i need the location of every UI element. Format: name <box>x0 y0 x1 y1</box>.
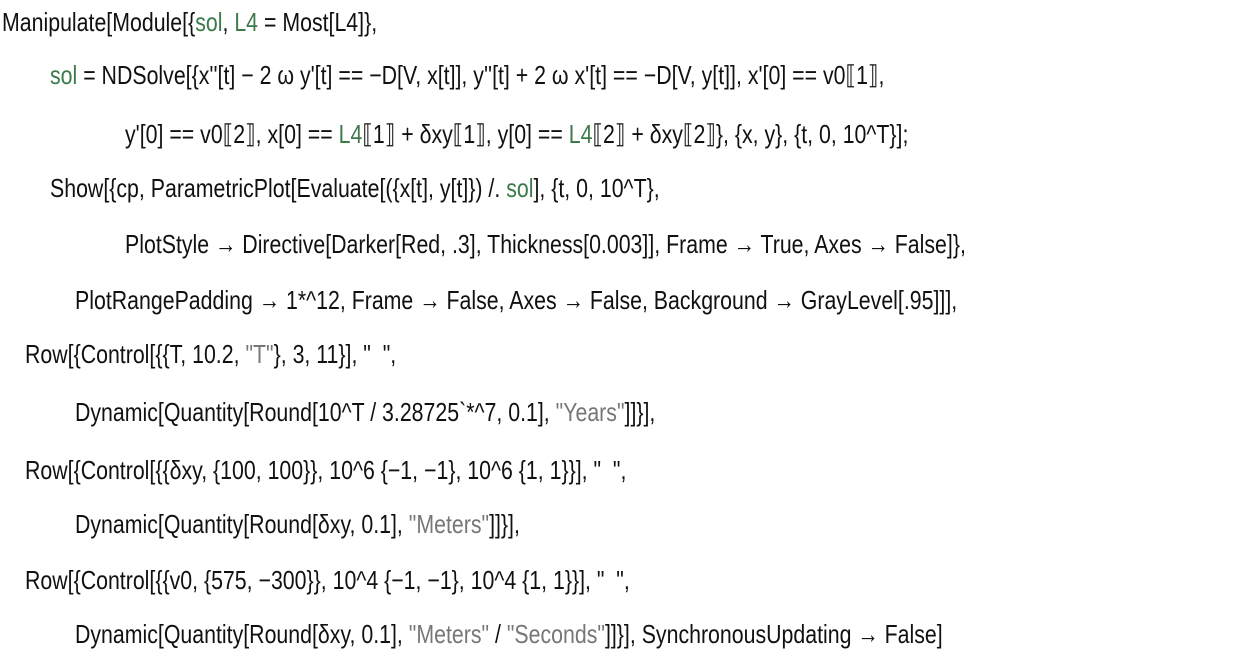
code-line: Dynamic[Quantity[Round[δxy, 0.1], "Meter… <box>75 619 943 649</box>
code-token: "Meters" <box>408 509 490 539</box>
code-line: Manipulate[Module[{sol, L4 = Most[L4]}, <box>2 7 377 37</box>
code-token: PlotStyle → Directive[Darker[Red, .3], T… <box>125 229 966 259</box>
code-token: Dynamic[Quantity[Round[δxy, 0.1], <box>75 509 409 539</box>
code-line: Dynamic[Quantity[Round[δxy, 0.1], "Meter… <box>75 509 520 539</box>
code-token: y'[0] == v0⟦2⟧, x[0] == <box>125 119 339 149</box>
code-token: sol <box>506 173 534 203</box>
code-token: "Seconds" <box>506 619 605 649</box>
code-token: ]]}], <box>489 509 520 539</box>
code-token: = NDSolve[{x''[t] − 2 ω y'[t] == −D[V, x… <box>77 60 885 90</box>
code-token: / <box>489 619 507 649</box>
code-token: ], {t, 0, 10^T}, <box>533 173 660 203</box>
code-token: L4 <box>568 119 593 149</box>
code-line: y'[0] == v0⟦2⟧, x[0] == L4⟦1⟧ + δxy⟦1⟧, … <box>125 119 908 149</box>
code-line: Dynamic[Quantity[Round[10^T / 3.28725`*^… <box>75 397 655 427</box>
code-token: sol <box>195 7 223 37</box>
code-line: PlotStyle → Directive[Darker[Red, .3], T… <box>125 229 966 259</box>
code-token: = Most[L4]}, <box>258 7 378 37</box>
code-token: PlotRangePadding → 1*^12, Frame → False,… <box>75 285 958 315</box>
code-token: Row[{Control[{{v0, {575, −300}}, 10^4 {−… <box>25 565 630 595</box>
code-token: Dynamic[Quantity[Round[10^T / 3.28725`*^… <box>75 397 556 427</box>
code-token: }, 3, 11}], " ", <box>273 339 397 369</box>
code-line: Row[{Control[{{δxy, {100, 100}}, 10^6 {−… <box>25 455 626 485</box>
code-token: "Years" <box>555 397 625 427</box>
code-line: Row[{Control[{{v0, {575, −300}}, 10^4 {−… <box>25 565 630 595</box>
code-token: L4 <box>338 119 363 149</box>
code-token: "T" <box>245 339 274 369</box>
code-token: ]]}], <box>624 397 656 427</box>
code-token: L4 <box>234 7 259 37</box>
code-line: Show[{cp, ParametricPlot[Evaluate[({x[t]… <box>50 173 660 203</box>
code-token: Manipulate[Module[{ <box>2 7 196 37</box>
code-token: ]]}], SynchronousUpdating → False] <box>604 619 943 649</box>
code-token: ⟦1⟧ + δxy⟦1⟧, y[0] == <box>362 119 569 149</box>
code-token: Dynamic[Quantity[Round[δxy, 0.1], <box>75 619 409 649</box>
code-token: sol <box>50 60 78 90</box>
code-token: Row[{Control[{{T, 10.2, <box>25 339 246 369</box>
code-token: , <box>222 7 235 37</box>
code-line: PlotRangePadding → 1*^12, Frame → False,… <box>75 285 957 315</box>
code-token: ⟦2⟧ + δxy⟦2⟧}, {x, y}, {t, 0, 10^T}]; <box>592 119 909 149</box>
code-token: Row[{Control[{{δxy, {100, 100}}, 10^6 {−… <box>25 455 627 485</box>
code-line: Row[{Control[{{T, 10.2, "T"}, 3, 11}], "… <box>25 339 396 369</box>
code-token: Show[{cp, ParametricPlot[Evaluate[({x[t]… <box>50 173 507 203</box>
code-line: sol = NDSolve[{x''[t] − 2 ω y'[t] == −D[… <box>50 60 884 90</box>
code-token: "Meters" <box>408 619 490 649</box>
